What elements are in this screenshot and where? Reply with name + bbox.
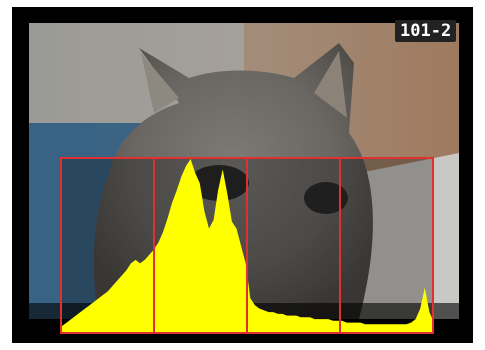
file-number-label: 101-2 [395,20,457,42]
camera-lcd-screen: 101-2 [12,7,473,343]
luminance-histogram [60,157,434,334]
